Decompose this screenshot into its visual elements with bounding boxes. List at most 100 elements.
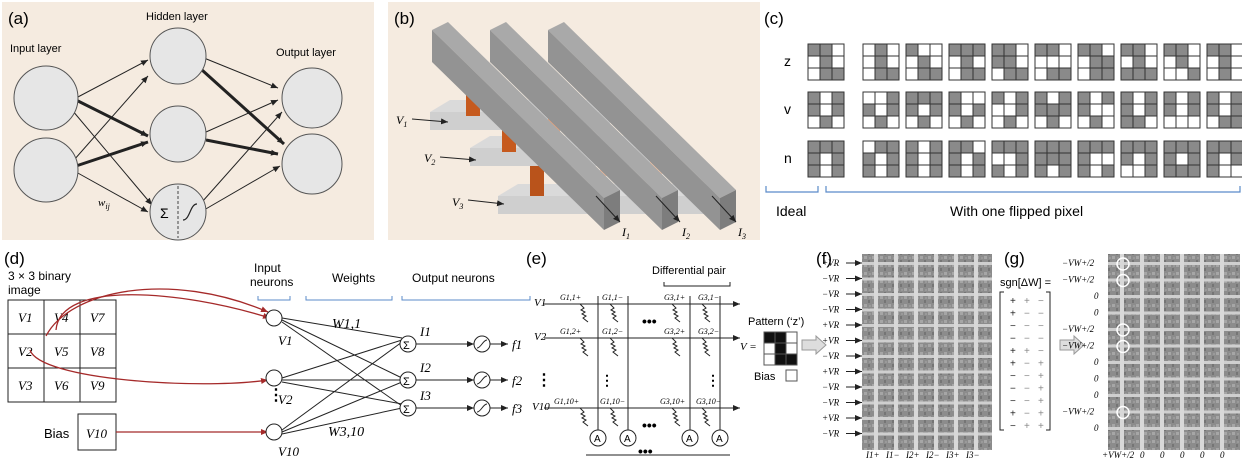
row-write-labels: −VW+/2 −VW+/2 0 0 −VW+/2 −VW+/2 0 0 0 −VW+/2 0 — [1062, 257, 1130, 433]
row-voltage-label: +VR — [822, 258, 840, 268]
row-voltage-label: +VR — [822, 336, 840, 346]
transfer-arrow — [801, 334, 827, 356]
sign-entry: + — [1038, 421, 1044, 432]
pattern-grid-n-2 — [905, 140, 943, 178]
panel-g: (g) sgn[ΔW] = + + −+ − −− − −− − −+ + −+ − +− − +− − +− −… — [999, 249, 1240, 460]
sign-entry: − — [1038, 296, 1044, 307]
image-cell-v9: V9 — [79, 367, 117, 403]
pattern-grid-n-1 — [862, 140, 900, 178]
sign-entry: + — [1024, 346, 1030, 357]
image-cell-v7: V7 — [79, 299, 117, 335]
column-write-label: 0 — [1160, 450, 1165, 460]
sgn-label: sgn[ΔW] = — [1000, 277, 1051, 289]
panel-e-label: (e) — [526, 249, 547, 268]
panel-c: (c) z v n Ideal With one flipped pixel — [764, 9, 1242, 219]
pattern-grid-v-0 — [807, 91, 845, 129]
transfer-arrow-g — [1059, 334, 1085, 356]
current-label-1: I1 — [621, 225, 630, 241]
column-write-labels: +VW+/2 0 0 0 0 0 — [1102, 450, 1225, 460]
voltage-arrow-1 — [411, 118, 449, 125]
pattern-grid-v-3 — [948, 91, 986, 129]
matrix-bracket-right — [1046, 291, 1051, 431]
pattern-grid-z-9 — [1206, 43, 1242, 81]
input-layer-title: Input layer — [10, 43, 62, 55]
row-voltage-label: +VR — [822, 413, 840, 423]
input-neuron-v10 — [265, 423, 283, 441]
image-label-line2: image — [8, 283, 41, 297]
svg-text:A: A — [594, 434, 601, 445]
neuron-ellipsis: ⋮ — [268, 387, 284, 404]
g-3-2-minus: G3,2− — [698, 327, 719, 336]
input-neuron-v2 — [265, 369, 283, 387]
current-label-2: I2 — [681, 225, 690, 241]
pattern-cell — [785, 331, 798, 344]
output-node-1 — [281, 67, 343, 129]
node-label-v2: V2 — [278, 392, 293, 407]
column-current-label: I3+ — [945, 450, 960, 460]
pattern-grid-v-7 — [1120, 91, 1158, 129]
column-current-label: I2+ — [905, 450, 920, 460]
selected-device-circle — [1116, 273, 1130, 288]
sign-entry: − — [1024, 334, 1030, 345]
row-voltage-label: +VR — [822, 367, 840, 377]
crossbar-resistors — [579, 303, 711, 427]
sum-symbol: Σ — [160, 205, 169, 221]
hidden-node-1 — [149, 27, 207, 85]
pattern-grid-v-4 — [991, 91, 1029, 129]
pattern-grid-z-4 — [991, 43, 1029, 81]
sign-entry: + — [1010, 359, 1016, 370]
network-edges — [71, 57, 286, 213]
current-arrow-2 — [655, 195, 681, 223]
differential-pair-bracket — [663, 282, 731, 287]
row-v1: V1 — [534, 297, 546, 309]
sign-entry: + — [1024, 421, 1030, 432]
sign-entry: − — [1038, 334, 1044, 345]
row-voltage-labels: +VR −VR −VR −VR +VR +VR −VR +VR −VR −VR +VR −VR — [822, 258, 862, 439]
pattern-cell — [785, 353, 798, 366]
pattern-grid-z-0 — [807, 43, 845, 81]
voltage-arrow-2 — [439, 156, 477, 163]
column-current-labels: I1+ I1− I2+ I2− I3+ I3− — [865, 450, 980, 460]
row-voltage-label: +VR — [822, 320, 840, 330]
pattern-grid-n-3 — [948, 140, 986, 178]
differential-pair-title: Differential pair — [652, 265, 726, 277]
row-voltage-label: −VR — [822, 398, 840, 408]
output-neurons-title: Output neurons — [412, 271, 495, 285]
sign-entry: − — [1010, 321, 1016, 332]
image-cell-v1: V1 — [7, 299, 45, 335]
weights-title: Weights — [332, 271, 375, 285]
current-i2: I2 — [419, 360, 431, 375]
pattern-grid-n-6 — [1077, 140, 1115, 178]
current-i3: I3 — [419, 388, 431, 403]
sign-entry: + — [1038, 359, 1044, 370]
sign-entry: + — [1038, 384, 1044, 395]
v-equals: V = — [740, 341, 757, 353]
column-current-label: I2− — [925, 450, 940, 460]
node-label-v1: V1 — [278, 333, 292, 348]
sign-entry: − — [1024, 409, 1030, 420]
selected-device-circle — [1116, 405, 1130, 420]
svg-text:Σ: Σ — [403, 404, 410, 416]
sem-electrodes-f — [862, 254, 992, 450]
svg-text:V7: V7 — [90, 310, 105, 325]
input-bracket — [257, 296, 291, 301]
pattern-grid-n-5 — [1034, 140, 1072, 178]
row-write-label: 0 — [1094, 374, 1099, 384]
grid-ellipsis-2: ⋮ — [706, 372, 720, 388]
selected-device-circle — [1116, 257, 1130, 271]
pattern-grid-v-2 — [905, 91, 943, 129]
pattern-grid-z-8 — [1163, 43, 1201, 81]
output-f3: f3 — [512, 401, 523, 416]
amplifiers: A A A A — [589, 429, 729, 447]
g-1-2-minus: G1,2− — [602, 327, 623, 336]
g-1-10-plus: G1,10+ — [554, 397, 579, 406]
pattern-grids — [807, 43, 1242, 178]
pattern-grid-z-7 — [1120, 43, 1158, 81]
panel-d-label: (d) — [4, 249, 25, 268]
sign-entry: − — [1010, 384, 1016, 395]
image-cell-v6: V6 — [43, 367, 81, 403]
pattern-grid-n-9 — [1206, 140, 1242, 178]
sem-electrodes-g — [1108, 254, 1240, 450]
pattern-grid-n-0 — [807, 140, 845, 178]
row-write-label: −VW+/2 — [1062, 341, 1095, 351]
